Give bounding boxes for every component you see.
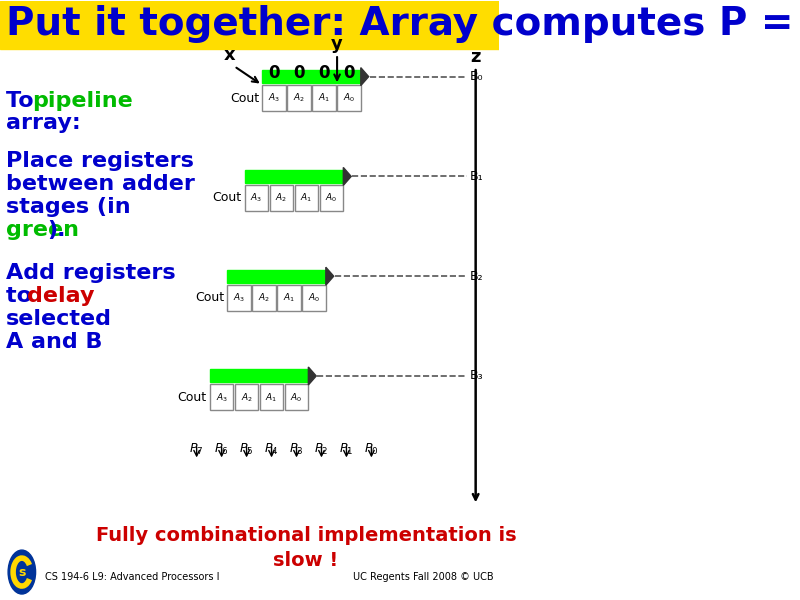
- Text: To: To: [6, 91, 42, 111]
- Bar: [277, 284, 301, 311]
- Bar: [210, 370, 308, 382]
- Text: $P_7$: $P_7$: [190, 442, 204, 457]
- Text: $A_0$: $A_0$: [290, 391, 302, 404]
- Bar: [262, 85, 286, 111]
- Text: B₃: B₃: [470, 370, 483, 382]
- Text: y: y: [331, 35, 343, 53]
- Bar: [245, 185, 269, 211]
- Text: Cout: Cout: [195, 291, 224, 304]
- Bar: [337, 85, 361, 111]
- Bar: [210, 385, 234, 410]
- Text: $A_1$: $A_1$: [266, 391, 278, 404]
- Text: Place registers: Place registers: [6, 151, 194, 171]
- Text: B₁: B₁: [470, 170, 483, 183]
- Text: 0: 0: [294, 64, 305, 82]
- Text: 0: 0: [268, 64, 280, 82]
- Text: Put it together: Array computes P = A x B: Put it together: Array computes P = A x …: [6, 5, 800, 43]
- Text: pipeline: pipeline: [33, 91, 134, 111]
- Text: z: z: [470, 48, 481, 66]
- Text: B₀: B₀: [470, 70, 483, 83]
- Bar: [302, 284, 326, 311]
- Text: $P_3$: $P_3$: [290, 442, 304, 457]
- Text: x: x: [224, 46, 235, 64]
- Bar: [319, 185, 343, 211]
- Polygon shape: [308, 367, 316, 385]
- Bar: [234, 385, 258, 410]
- Text: $A_1$: $A_1$: [301, 191, 313, 204]
- Text: Cout: Cout: [213, 191, 242, 205]
- Text: $P_1$: $P_1$: [339, 442, 354, 457]
- Text: $A_3$: $A_3$: [215, 391, 228, 404]
- Text: Cout: Cout: [230, 92, 259, 104]
- Text: $A_3$: $A_3$: [233, 292, 245, 304]
- Bar: [262, 70, 361, 83]
- Circle shape: [8, 550, 35, 594]
- Text: 0: 0: [318, 64, 330, 82]
- Text: $A_0$: $A_0$: [326, 191, 338, 204]
- Text: array:: array:: [6, 113, 81, 133]
- Text: selected: selected: [6, 308, 112, 329]
- Text: $A_0$: $A_0$: [343, 92, 355, 104]
- Text: Add registers: Add registers: [6, 263, 176, 283]
- Text: $A_1$: $A_1$: [283, 292, 295, 304]
- Bar: [270, 185, 294, 211]
- Bar: [0, 44, 499, 49]
- Text: A and B: A and B: [6, 332, 102, 352]
- Text: $P_0$: $P_0$: [364, 442, 378, 457]
- Bar: [0, 1, 499, 46]
- Text: to: to: [6, 286, 40, 305]
- Bar: [227, 284, 251, 311]
- Text: $A_3$: $A_3$: [250, 191, 262, 204]
- Text: Fully combinational implementation is: Fully combinational implementation is: [95, 526, 516, 545]
- Text: UC Regents Fall 2008 © UCB: UC Regents Fall 2008 © UCB: [353, 572, 493, 582]
- Text: $A_2$: $A_2$: [275, 191, 287, 204]
- Text: 0: 0: [343, 64, 354, 82]
- Text: $A_2$: $A_2$: [258, 292, 270, 304]
- Text: Cout: Cout: [178, 391, 206, 404]
- Text: stages (in: stages (in: [6, 197, 131, 217]
- Text: $A_3$: $A_3$: [268, 92, 280, 104]
- Text: delay: delay: [27, 286, 95, 305]
- Text: $P_5$: $P_5$: [239, 442, 254, 457]
- Text: $P_2$: $P_2$: [314, 442, 329, 457]
- Text: B₂: B₂: [470, 269, 483, 283]
- Polygon shape: [326, 267, 334, 285]
- Text: ).: ).: [47, 220, 66, 240]
- Bar: [287, 85, 311, 111]
- Text: $A_2$: $A_2$: [241, 391, 253, 404]
- Text: $A_2$: $A_2$: [293, 92, 305, 104]
- Text: $A_0$: $A_0$: [308, 292, 320, 304]
- Text: s: s: [18, 566, 26, 578]
- Text: $A_1$: $A_1$: [318, 92, 330, 104]
- Text: $P_4$: $P_4$: [264, 442, 278, 457]
- Bar: [312, 85, 336, 111]
- Text: $P_6$: $P_6$: [214, 442, 229, 457]
- Bar: [294, 185, 318, 211]
- Text: green: green: [6, 220, 79, 240]
- Bar: [260, 385, 283, 410]
- Text: CS 194-6 L9: Advanced Processors I: CS 194-6 L9: Advanced Processors I: [45, 572, 219, 582]
- Text: slow !: slow !: [274, 551, 338, 570]
- Bar: [252, 284, 276, 311]
- Polygon shape: [361, 68, 369, 86]
- Polygon shape: [343, 167, 351, 185]
- Bar: [285, 385, 308, 410]
- Text: between adder: between adder: [6, 174, 195, 194]
- Bar: [227, 270, 326, 283]
- Bar: [245, 170, 343, 183]
